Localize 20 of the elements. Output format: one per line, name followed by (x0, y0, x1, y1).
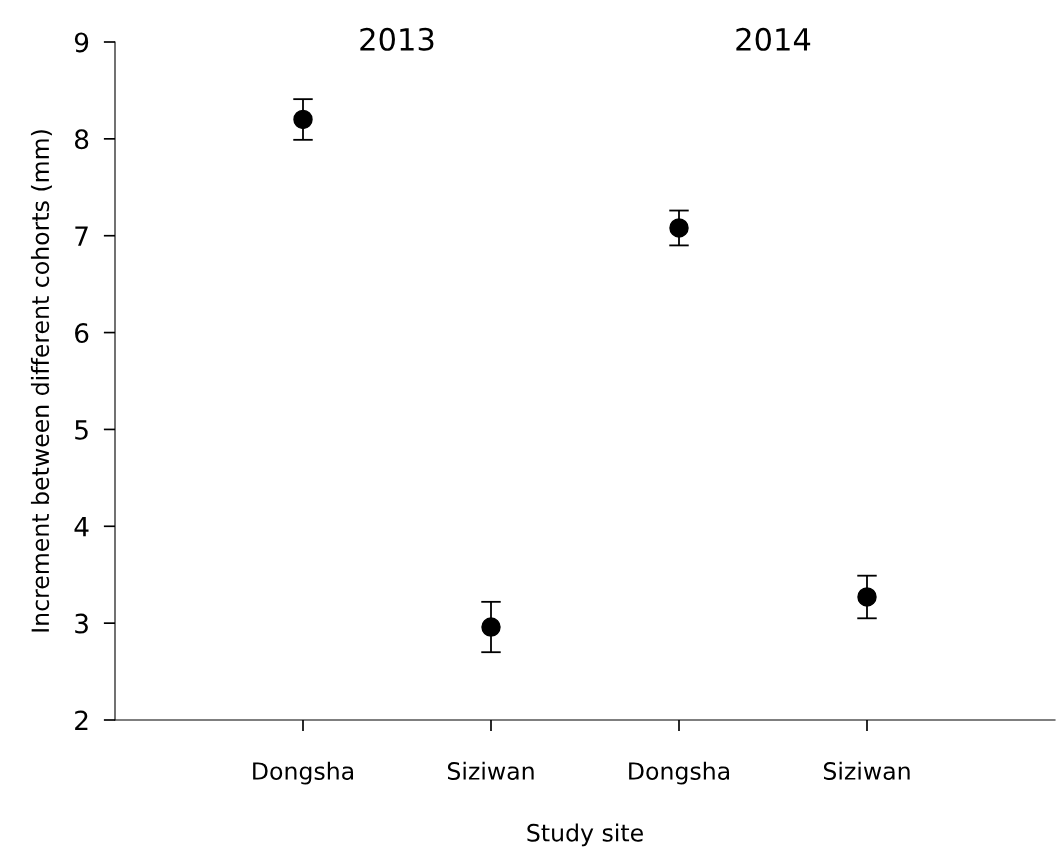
y-tick-label: 8 (75, 129, 89, 150)
y-tick-label: 6 (75, 323, 89, 343)
y-axis-title: Increment between different cohorts (mm) (30, 130, 52, 632)
x-tick-label: Siziwan (447, 761, 534, 780)
y-tick-label: 9 (74, 32, 89, 53)
y-tick-label: 7 (75, 226, 88, 246)
y-tick-label: 5 (75, 420, 88, 440)
x-tick-label: Dongsha (629, 761, 730, 785)
y-tick-label: 4 (74, 517, 89, 537)
point (293, 109, 313, 130)
x-tick-label: Siziwan (823, 761, 910, 780)
x-axis-title: Study site (527, 823, 643, 847)
point (669, 218, 689, 238)
point (481, 617, 501, 637)
y-tick-label: 2 (75, 710, 88, 731)
annotation: 2013 (360, 27, 434, 51)
x-tick-label: Dongsha (253, 761, 354, 785)
y-tick-label: 3 (75, 613, 88, 634)
point (857, 587, 877, 607)
annotation: 2014 (736, 27, 811, 51)
